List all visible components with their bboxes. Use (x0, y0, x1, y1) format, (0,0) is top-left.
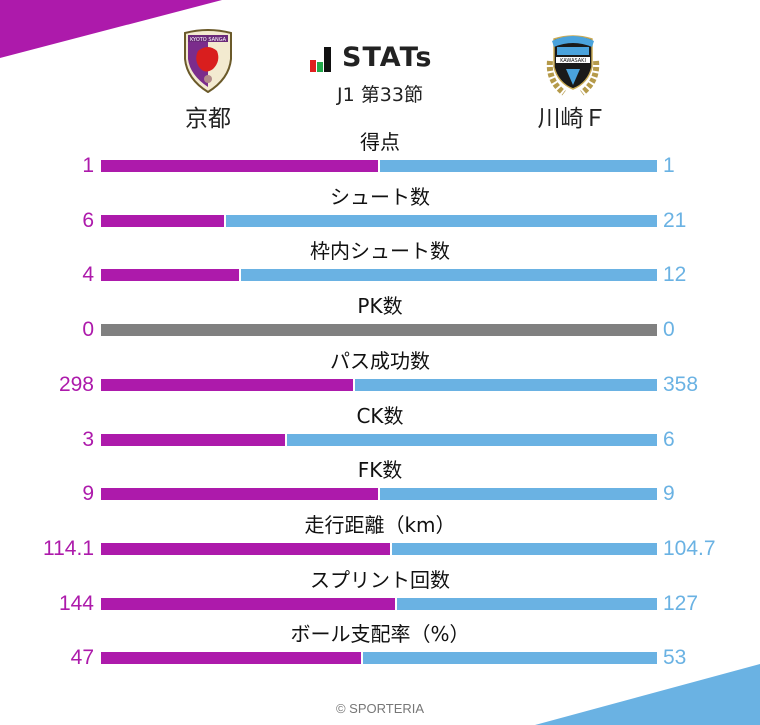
home-bar (101, 269, 239, 281)
home-bar (101, 215, 224, 227)
away-bar (287, 434, 657, 446)
home-value: 4 (82, 263, 94, 286)
matchday-label: J1 第33節 (337, 84, 423, 106)
home-bar (101, 434, 285, 446)
away-team-crest-icon: KAWASAKI (544, 31, 602, 97)
stat-label: 走行距離（km） (304, 513, 456, 537)
away-bar (380, 160, 657, 172)
neutral-bar (101, 324, 657, 336)
away-value: 1 (663, 154, 675, 177)
home-bar (101, 379, 353, 391)
away-value: 358 (663, 373, 699, 396)
stat-label: CK数 (356, 404, 404, 428)
home-team-name: 京都 (185, 106, 231, 132)
stat-label: パス成功数 (330, 349, 430, 373)
stat-label: スプリント回数 (310, 568, 450, 592)
away-bar (241, 269, 657, 281)
away-bar (380, 488, 657, 500)
stats-logo-text: STATs (342, 42, 433, 73)
away-value: 53 (663, 646, 687, 669)
home-value: 47 (70, 646, 94, 669)
svg-text:KAWASAKI: KAWASAKI (560, 58, 586, 64)
home-team-crest-icon: KYOTO SANGA (183, 29, 233, 94)
stat-label: 枠内シュート数 (310, 239, 450, 263)
home-bar (101, 160, 378, 172)
away-bar (226, 215, 657, 227)
home-bar (101, 598, 395, 610)
away-value: 0 (663, 318, 675, 341)
home-value: 9 (82, 482, 94, 505)
home-bar (101, 488, 378, 500)
stat-label: シュート数 (330, 185, 430, 209)
svg-text:KYOTO SANGA: KYOTO SANGA (190, 37, 227, 43)
bar-chart-icon (308, 46, 332, 72)
away-bar (392, 543, 657, 555)
home-value: 0 (82, 318, 94, 341)
away-value: 127 (663, 592, 699, 615)
away-value: 104.7 (663, 537, 716, 560)
stat-label: PK数 (357, 294, 403, 318)
away-bar (397, 598, 657, 610)
home-value: 114.1 (43, 537, 94, 560)
home-value: 3 (82, 428, 94, 451)
home-value: 298 (58, 373, 94, 396)
stat-label: FK数 (357, 458, 403, 482)
home-bar (101, 543, 390, 555)
stat-label: ボール支配率（%） (290, 622, 470, 646)
away-bar (355, 379, 657, 391)
away-bar (363, 652, 657, 664)
home-value: 144 (58, 592, 94, 615)
home-value: 1 (82, 154, 94, 177)
away-value: 12 (663, 263, 687, 286)
home-value: 6 (82, 209, 94, 232)
away-value: 6 (663, 428, 675, 451)
home-bar (101, 652, 361, 664)
away-value: 9 (663, 482, 675, 505)
stats-logo: STATs (308, 42, 432, 72)
away-value: 21 (663, 209, 687, 232)
away-team-name: 川崎Ｆ (537, 106, 607, 132)
stat-label: 得点 (360, 130, 400, 154)
copyright: © SPORTERIA (335, 701, 425, 716)
